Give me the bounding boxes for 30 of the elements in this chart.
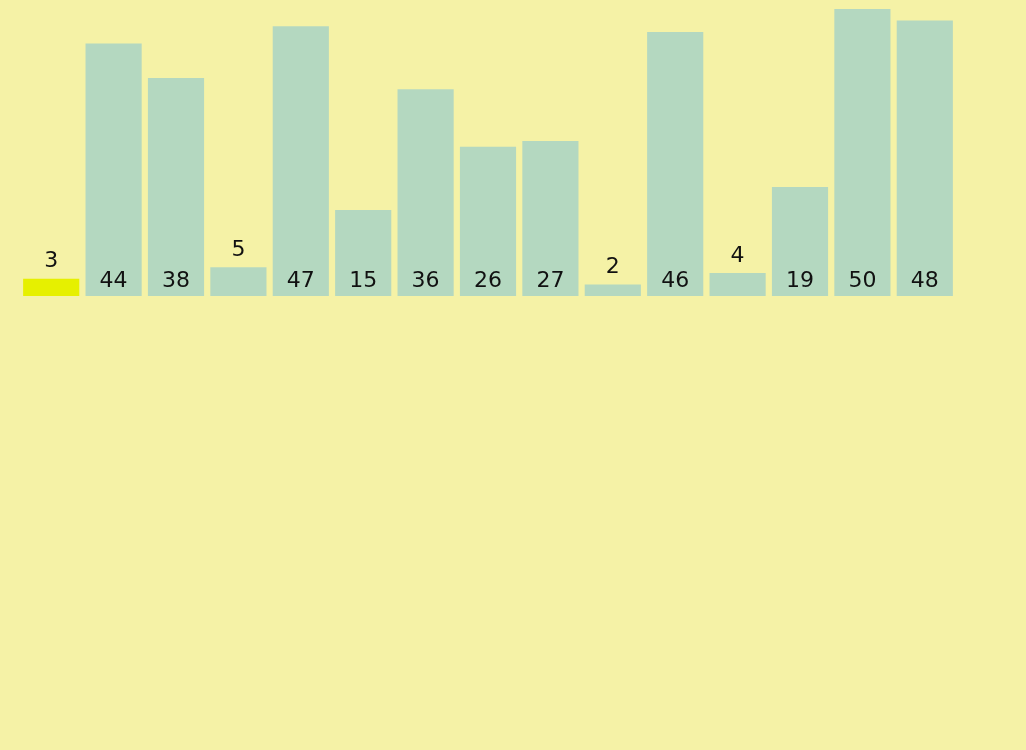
bar: [834, 9, 891, 296]
data-label: 3: [44, 247, 59, 273]
bar: [210, 267, 267, 296]
data-label: 44: [99, 266, 128, 292]
data-label: 5: [231, 235, 246, 261]
bar: [85, 43, 142, 296]
data-label: 50: [848, 266, 877, 292]
bar: [459, 146, 517, 296]
data-label: 2: [605, 253, 620, 279]
bar: [147, 77, 205, 296]
bar: [896, 20, 953, 296]
data-label: 47: [286, 266, 315, 292]
data-label: 27: [536, 266, 565, 292]
data-label: 19: [786, 266, 814, 292]
bar: [709, 273, 766, 296]
data-label: 36: [411, 266, 440, 292]
bar: [397, 89, 454, 296]
data-label: 15: [349, 266, 378, 292]
data-label: 4: [730, 241, 745, 267]
data-label: 48: [910, 266, 939, 292]
data-label: 38: [162, 266, 190, 292]
data-label: 46: [661, 266, 690, 292]
bar: [771, 186, 829, 296]
bar: [23, 278, 80, 296]
bar: [522, 141, 579, 296]
bar: [584, 284, 641, 296]
bar: [647, 31, 704, 296]
bar: [335, 209, 392, 296]
data-label: 26: [474, 266, 502, 292]
bar: [272, 26, 329, 296]
